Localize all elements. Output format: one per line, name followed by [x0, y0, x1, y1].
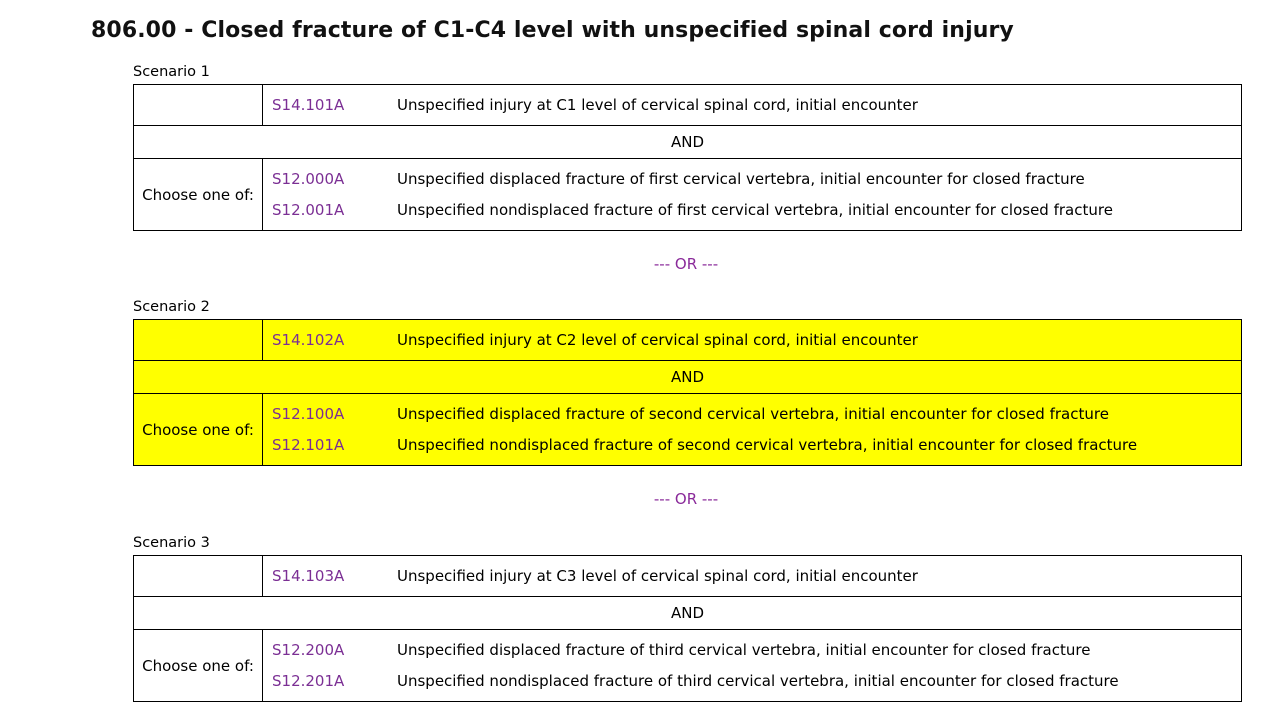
choices-cell: S12.200A Unspecified displaced fracture …: [262, 629, 1242, 702]
list-item: S12.101A Unspecified nondisplaced fractu…: [263, 430, 1241, 461]
table-row: Choose one of: S12.100A Unspecified disp…: [133, 393, 1242, 466]
code-link[interactable]: S12.001A: [272, 201, 345, 219]
code-link[interactable]: S14.103A: [272, 567, 345, 585]
and-label: AND: [133, 360, 1242, 394]
primary-code-cell: S14.101A Unspecified injury at C1 level …: [262, 84, 1242, 126]
empty-label-cell: [133, 84, 263, 126]
list-item: S12.200A Unspecified displaced fracture …: [263, 635, 1241, 666]
code-description: Unspecified injury at C2 level of cervic…: [397, 331, 918, 349]
code-description: Unspecified injury at C1 level of cervic…: [397, 96, 918, 114]
page-title: 806.00 - Closed fracture of C1-C4 level …: [91, 18, 1014, 43]
scenario-3-label: Scenario 3: [133, 535, 210, 551]
code-description: Unspecified nondisplaced fracture of fir…: [397, 201, 1113, 219]
table-row: AND: [133, 596, 1242, 630]
table-row: S14.102A Unspecified injury at C2 level …: [133, 319, 1242, 361]
table-row: S14.103A Unspecified injury at C3 level …: [133, 555, 1242, 597]
table-row: Choose one of: S12.000A Unspecified disp…: [133, 158, 1242, 231]
and-label: AND: [133, 125, 1242, 159]
empty-label-cell: [133, 555, 263, 597]
code-link[interactable]: S12.000A: [272, 170, 345, 188]
table-row: AND: [133, 125, 1242, 159]
code-description: Unspecified displaced fracture of first …: [397, 170, 1085, 188]
scenario-1-table: S14.101A Unspecified injury at C1 level …: [133, 84, 1242, 231]
choose-one-label: Choose one of:: [133, 629, 263, 702]
primary-code-cell: S14.103A Unspecified injury at C3 level …: [262, 555, 1242, 597]
choose-one-label: Choose one of:: [133, 158, 263, 231]
code-link[interactable]: S12.201A: [272, 672, 345, 690]
or-separator: --- OR ---: [653, 255, 719, 273]
code-link[interactable]: S14.102A: [272, 331, 345, 349]
list-item: S12.000A Unspecified displaced fracture …: [263, 164, 1241, 195]
or-separator: --- OR ---: [653, 490, 719, 508]
table-row: Choose one of: S12.200A Unspecified disp…: [133, 629, 1242, 702]
code-description: Unspecified nondisplaced fracture of thi…: [397, 672, 1119, 690]
empty-label-cell: [133, 319, 263, 361]
scenario-1-label: Scenario 1: [133, 64, 210, 80]
list-item: S12.100A Unspecified displaced fracture …: [263, 399, 1241, 430]
code-description: Unspecified nondisplaced fracture of sec…: [397, 436, 1138, 454]
list-item: S12.201A Unspecified nondisplaced fractu…: [263, 666, 1241, 697]
choose-one-label: Choose one of:: [133, 393, 263, 466]
code-description: Unspecified displaced fracture of second…: [397, 405, 1109, 423]
code-description: Unspecified injury at C3 level of cervic…: [397, 567, 918, 585]
code-description: Unspecified displaced fracture of third …: [397, 641, 1091, 659]
choices-cell: S12.000A Unspecified displaced fracture …: [262, 158, 1242, 231]
code-link[interactable]: S14.101A: [272, 96, 345, 114]
scenario-2-label: Scenario 2: [133, 299, 210, 315]
code-link[interactable]: S12.101A: [272, 436, 345, 454]
table-row: AND: [133, 360, 1242, 394]
and-label: AND: [133, 596, 1242, 630]
code-link[interactable]: S12.100A: [272, 405, 345, 423]
scenario-2-table: S14.102A Unspecified injury at C2 level …: [133, 319, 1242, 466]
list-item: S12.001A Unspecified nondisplaced fractu…: [263, 195, 1241, 226]
primary-code-cell: S14.102A Unspecified injury at C2 level …: [262, 319, 1242, 361]
code-link[interactable]: S12.200A: [272, 641, 345, 659]
scenario-3-table: S14.103A Unspecified injury at C3 level …: [133, 555, 1242, 702]
choices-cell: S12.100A Unspecified displaced fracture …: [262, 393, 1242, 466]
table-row: S14.101A Unspecified injury at C1 level …: [133, 84, 1242, 126]
